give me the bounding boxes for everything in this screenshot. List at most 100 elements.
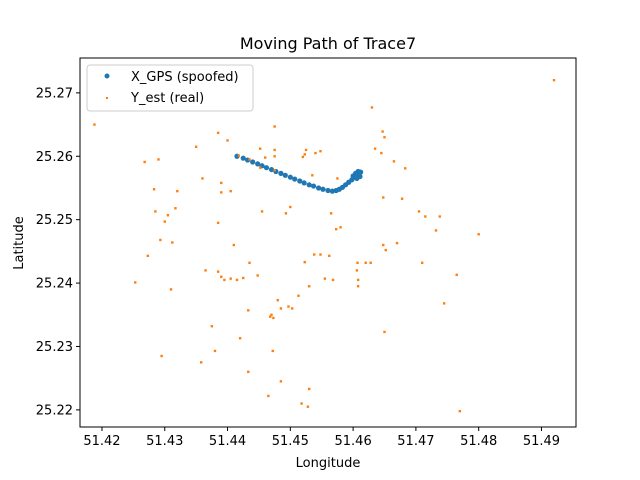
est-point (307, 387, 311, 391)
gps-point (250, 159, 256, 165)
est-point (392, 160, 396, 163)
est-point (384, 248, 387, 252)
gps-point (292, 176, 298, 182)
est-point (307, 285, 311, 288)
gps-point (350, 173, 356, 179)
est-point (306, 405, 310, 408)
est-point (213, 349, 217, 353)
est-point (287, 305, 290, 308)
est-point (455, 273, 458, 277)
est-point (304, 148, 308, 152)
est-point (247, 309, 250, 312)
x-axis-ticks: 51.42 51.43 51.44 51.45 51.46 51.47 51.48 51.49 (83, 427, 560, 449)
est-point (204, 269, 207, 272)
est-point (152, 188, 156, 191)
est-point (270, 313, 273, 316)
est-point (238, 337, 242, 340)
est-point (210, 324, 214, 328)
est-point (331, 278, 335, 282)
est-point (336, 177, 339, 180)
est-point (284, 212, 288, 215)
est-point (232, 243, 236, 247)
est-point (369, 261, 372, 264)
est-point (395, 241, 399, 245)
est-point (477, 233, 480, 236)
est-point (434, 229, 438, 232)
est-point (223, 278, 226, 282)
est-point (279, 380, 283, 383)
est-point (242, 276, 245, 280)
est-point (417, 210, 421, 213)
x-tick-label: 51.48 (460, 434, 497, 449)
est-point (235, 278, 239, 282)
est-point (273, 155, 276, 158)
est-point (323, 277, 327, 280)
est-point (329, 212, 333, 215)
gps-point (301, 180, 307, 186)
y-axis-label: Latitude (12, 216, 27, 270)
est-point (303, 260, 306, 264)
est-point (93, 123, 96, 126)
chart-title: Moving Path of Trace7 (240, 34, 416, 53)
gps-point (357, 173, 363, 180)
x-axis-label: Longitude (296, 456, 361, 471)
est-point (258, 147, 262, 150)
est-point (373, 147, 377, 150)
est-point (297, 294, 300, 297)
est-point (291, 307, 294, 310)
est-point (220, 275, 223, 278)
est-point (303, 153, 306, 156)
est-point (276, 298, 279, 302)
est-point (380, 151, 383, 155)
est-point (220, 181, 223, 185)
y-tick-label: 25.25 (36, 213, 73, 228)
est-point (319, 150, 322, 153)
est-point (174, 207, 177, 210)
est-point (256, 274, 259, 277)
est-point (216, 131, 220, 135)
est-point (199, 361, 203, 364)
est-point (424, 215, 427, 218)
gps-point (297, 178, 303, 184)
est-point (289, 205, 292, 209)
y-axis-ticks: 25.22 25.23 25.24 25.25 25.26 25.27 (36, 86, 80, 418)
x-tick-label: 51.47 (397, 434, 434, 449)
est-point (420, 261, 424, 264)
est-point (383, 330, 386, 334)
est-point (248, 158, 251, 161)
plot-frame (79, 57, 577, 428)
est-point (442, 302, 446, 305)
est-point (272, 316, 275, 320)
y-tick-label: 25.22 (36, 403, 73, 418)
est-point (226, 139, 229, 142)
legend-marker-est (106, 97, 108, 99)
est-point (220, 191, 223, 194)
x-tick-label: 51.44 (209, 434, 246, 449)
est-point (157, 158, 160, 161)
est-point (229, 277, 232, 280)
est-point (458, 409, 462, 413)
est-point (264, 156, 267, 159)
plot-area (80, 58, 576, 427)
est-point (134, 281, 137, 284)
est-point (273, 148, 276, 152)
y-tick-label: 25.26 (36, 150, 73, 165)
gps-point (310, 183, 317, 189)
est-point (328, 254, 331, 258)
est-point (176, 189, 179, 193)
est-point (171, 241, 174, 244)
legend-label-gps: X_GPS (spoofed) (131, 70, 239, 85)
est-point (300, 402, 303, 405)
est-point (216, 270, 220, 273)
est-point (248, 261, 251, 264)
est-point (370, 106, 374, 109)
est-point (356, 285, 360, 288)
est-point (216, 221, 220, 225)
est-point (400, 197, 404, 200)
est-point (334, 227, 338, 231)
est-point (382, 243, 385, 247)
est-point (229, 189, 232, 193)
est-point (319, 253, 322, 256)
est-point (143, 160, 146, 164)
